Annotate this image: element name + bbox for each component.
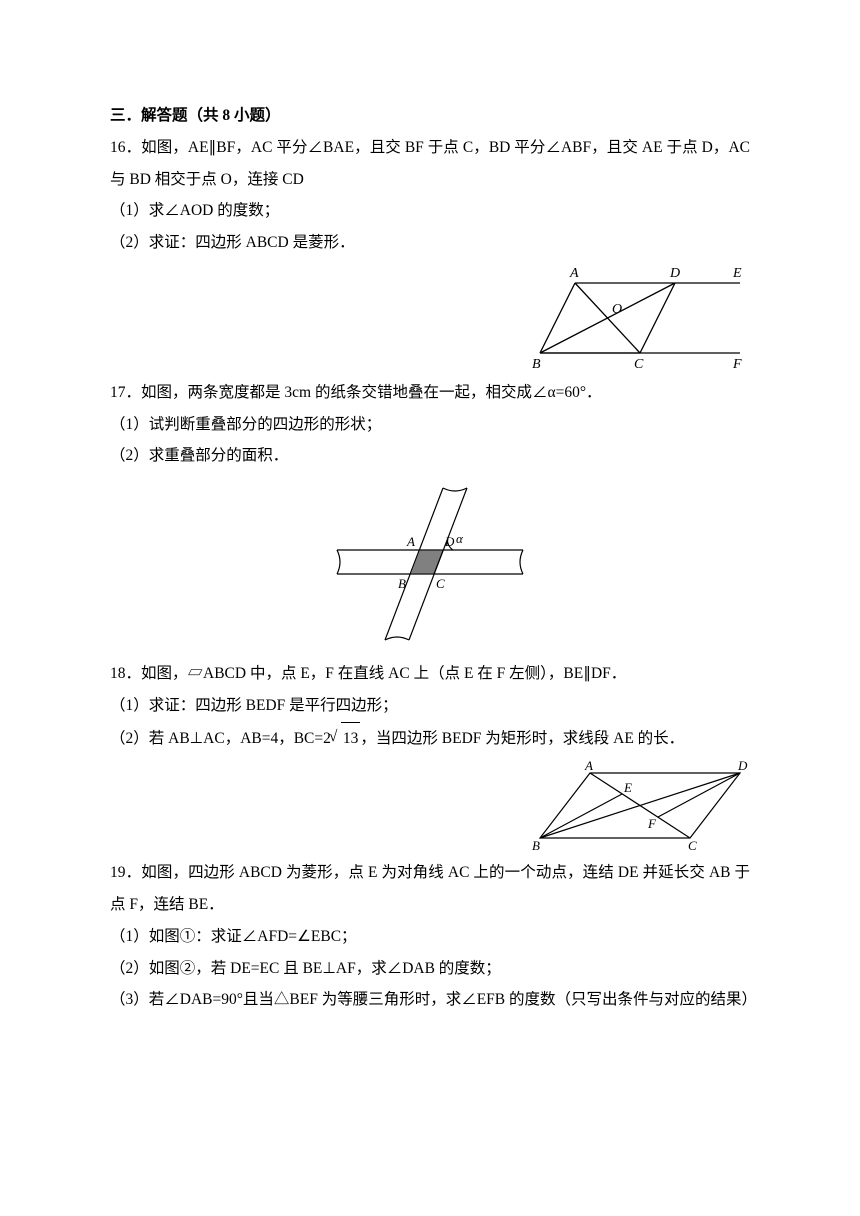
q16-label-A: A [569,266,579,281]
q16-label-D: D [669,266,680,281]
q18-num: 18． [110,665,141,682]
q16-num: 16． [110,139,141,156]
q16-p1: （1）求∠AOD 的度数； [110,195,750,227]
q18-p2b: ，当四边形 BEDF 为矩形时，求线段 AE 的长． [360,730,684,747]
q18-label-B: B [532,838,540,853]
q18-figure: A D B C E F [530,758,750,853]
section-title: 三．解答题（共 8 小题） [110,100,750,132]
q17-p1: （1）试判断重叠部分的四边形的形状； [110,409,750,441]
q18-p1: （1）求证：四边形 BEDF 是平行四边形； [110,690,750,722]
q18-label-E: E [623,780,632,795]
q19-stem: 19．如图，四边形 ABCD 为菱形，点 E 为对角线 AC 上的一个动点，连结… [110,857,750,921]
q16-figure: A D E B C F O [530,263,750,373]
q17-stem: 17．如图，两条宽度都是 3cm 的纸条交错地叠在一起，相交成∠α=60°． [110,377,750,409]
q17-label-A: A [406,534,415,549]
q19-num: 19． [110,864,141,881]
q18-p2: （2）若 AB⊥AC，AB=4，BC=2 13，当四边形 BEDF 为矩形时，求线… [110,722,750,755]
q18-label-A: A [584,758,593,773]
q17-num: 17． [110,384,141,401]
q17-label-B: B [398,576,406,591]
q16-label-E: E [732,266,742,281]
q16-label-B: B [532,357,541,372]
q16-label-C: C [634,357,644,372]
q19-p3: （3）若∠DAB=90°且当△BEF 为等腰三角形时，求∠EFB 的度数（只写出… [110,984,750,1016]
q16-p2: （2）求证：四边形 ABCD 是菱形． [110,227,750,259]
q18-label-F: F [647,816,657,831]
q16-label-O: O [612,302,622,317]
page: 三．解答题（共 8 小题） 16．如图，AE∥BF，AC 平分∠BAE，且交 B… [0,0,860,1076]
q18-stem: 18．如图，▱ABCD 中，点 E，F 在直线 AC 上（点 E 在 F 左侧）… [110,658,750,690]
q18-label-D: D [737,758,748,773]
q19-p1: （1）如图①：求证∠AFD=∠EBC； [110,921,750,953]
q17-overlap [410,550,443,574]
q17-label-alpha: α [456,531,464,546]
q18-sqrt-val: 13 [341,722,361,755]
q18-text: 如图，▱ABCD 中，点 E，F 在直线 AC 上（点 E 在 F 左侧），BE… [141,665,626,682]
q16-stem: 16．如图，AE∥BF，AC 平分∠BAE，且交 BF 于点 C，BD 平分∠A… [110,132,750,196]
q19-text: 如图，四边形 ABCD 为菱形，点 E 为对角线 AC 上的一个动点，连结 DE… [110,864,750,913]
q16-label-F: F [732,357,742,372]
q18-p2a: （2）若 AB⊥AC，AB=4，BC=2 [110,730,331,747]
sqrt-icon: 13 [331,722,361,755]
q19-p2: （2）如图②，若 DE=EC 且 BE⊥AF，求∠DAB 的度数； [110,953,750,985]
q18-label-C: C [688,838,697,853]
q17-text: 如图，两条宽度都是 3cm 的纸条交错地叠在一起，相交成∠α=60°． [141,384,602,401]
q17-label-C: C [436,576,445,591]
q17-p2: （2）求重叠部分的面积． [110,440,750,472]
q17-label-D: D [444,534,455,549]
q17-figure: A D B C α [325,480,535,650]
q16-text: 如图，AE∥BF，AC 平分∠BAE，且交 BF 于点 C，BD 平分∠ABF，… [110,139,750,188]
